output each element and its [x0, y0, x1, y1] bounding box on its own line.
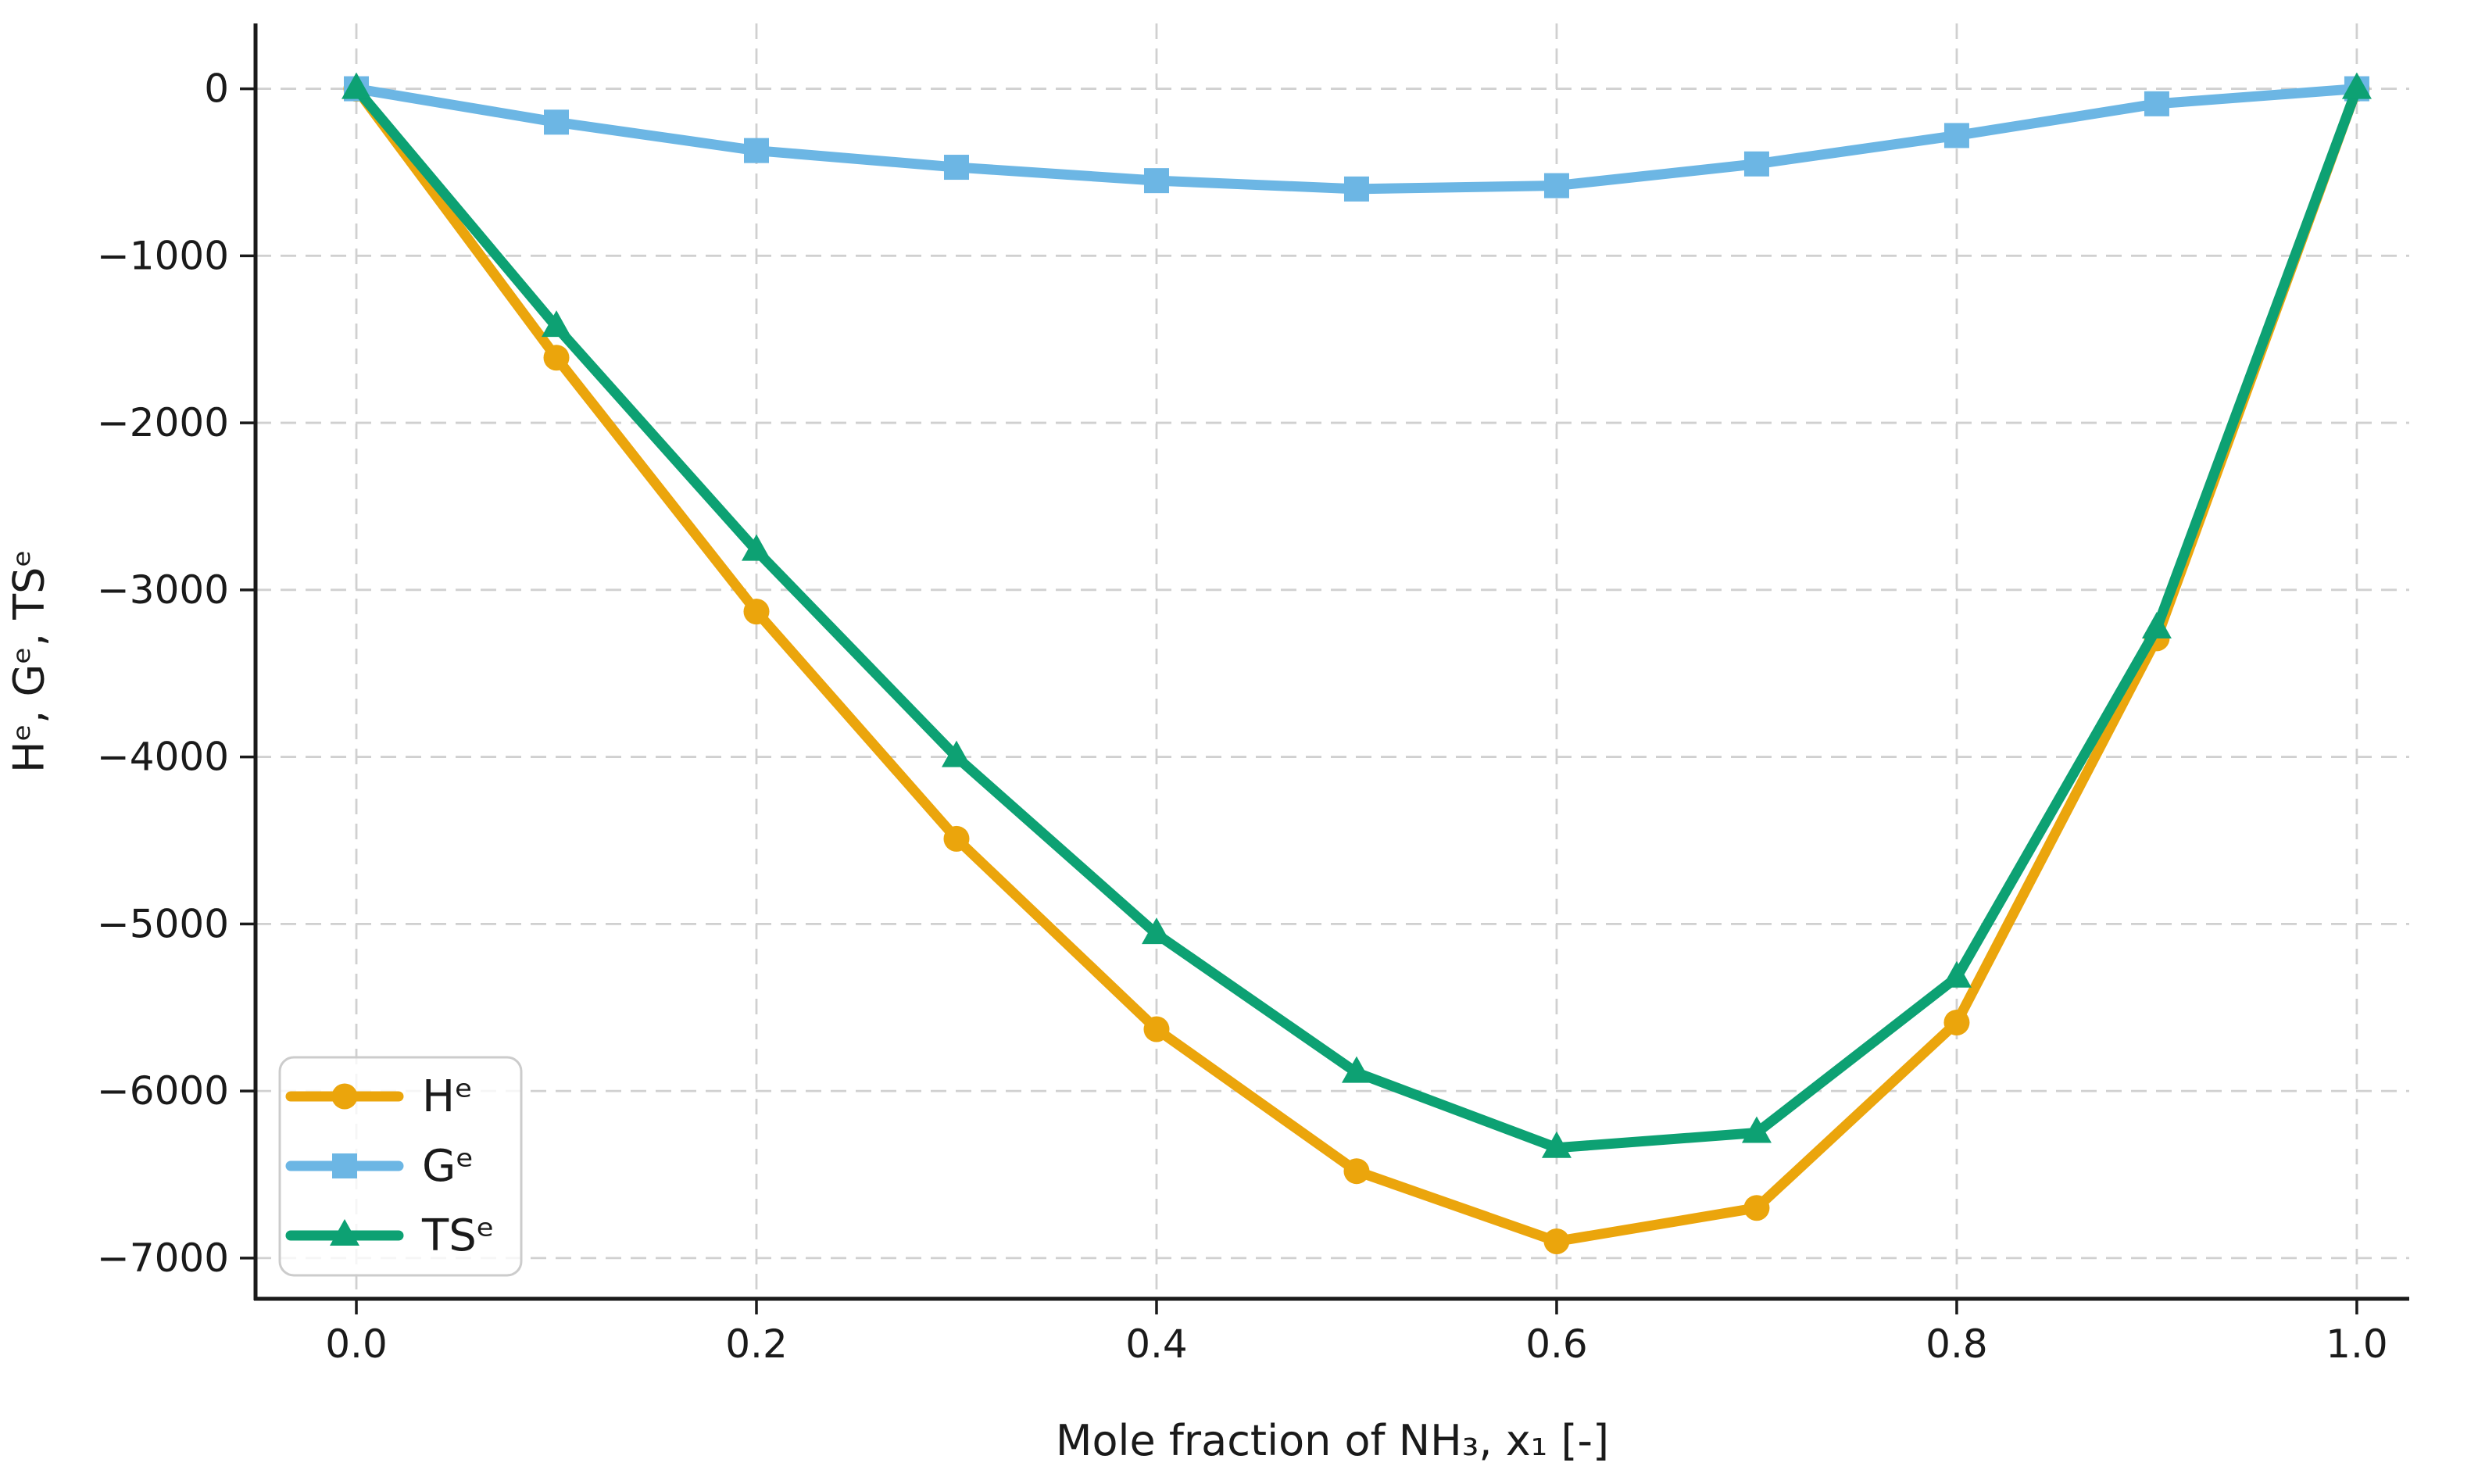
series-tse-marker	[341, 72, 372, 99]
series-tse-marker	[742, 534, 772, 561]
x-tick-label: 0.4	[1125, 1321, 1188, 1367]
series-he-marker	[743, 599, 770, 625]
y-tick-label: −1000	[97, 233, 229, 278]
series-tse-line	[351, 84, 2362, 1153]
series-ge-line	[351, 84, 2362, 195]
series-he-marker	[943, 825, 970, 852]
y-tick-label: 0	[204, 66, 229, 112]
y-tick-label: −3000	[97, 567, 229, 613]
series-he-marker	[1343, 1158, 1370, 1185]
series-he-marker	[1743, 1195, 1770, 1221]
series-ge-marker	[1143, 168, 1169, 194]
y-tick-label: −5000	[97, 901, 229, 946]
series-ge-marker	[943, 155, 969, 181]
x-tick-label: 0.8	[1926, 1321, 1988, 1367]
y-tick-label: −2000	[97, 400, 229, 445]
series-ge-marker	[744, 138, 770, 163]
series-he-marker	[1143, 1016, 1170, 1042]
y-axis-label: Hᵉ, Gᵉ, TSᵉ	[4, 549, 54, 773]
y-tick-label: −4000	[97, 735, 229, 780]
y-tick-label: −6000	[97, 1068, 229, 1114]
x-axis-label: Mole fraction of NH₃, x₁ [-]	[1055, 1416, 1610, 1465]
x-tick-label: 0.0	[325, 1321, 388, 1367]
series-he-marker	[1543, 1228, 1570, 1254]
series-ge-marker	[2144, 91, 2169, 116]
legend-item-ge-label: Gᵉ	[422, 1141, 474, 1192]
series-ge-marker	[1543, 173, 1569, 198]
series-tse-marker	[2141, 611, 2172, 638]
series-tse-marker	[1741, 1116, 1772, 1143]
series-tse-marker	[2341, 72, 2372, 99]
legend-item-tse-label: TSᵉ	[421, 1210, 495, 1261]
series-tse-marker	[1941, 960, 1972, 988]
series-tse-marker	[1141, 917, 1171, 945]
series-he-marker	[1943, 1009, 1970, 1035]
x-tick-label: 1.0	[2326, 1321, 2388, 1367]
legend-item-tse-marker	[330, 1219, 359, 1246]
y-tick-label: −7000	[97, 1235, 229, 1281]
x-tick-label: 0.2	[725, 1321, 788, 1367]
legend-item-ge-marker	[332, 1153, 357, 1178]
legend-item-he-marker	[331, 1083, 358, 1110]
series-ge-marker	[1343, 176, 1369, 202]
series-he-marker	[543, 345, 570, 371]
legend-item-he-label: Hᵉ	[422, 1071, 473, 1122]
series-ge-marker	[1743, 151, 1769, 177]
series-tse-marker	[1341, 1056, 1371, 1083]
x-tick-label: 0.6	[1525, 1321, 1588, 1367]
series-ge-marker	[1943, 123, 1969, 148]
series-tse-marker	[1541, 1131, 1572, 1158]
series-tse-marker	[542, 310, 572, 338]
series-ge-marker	[544, 109, 570, 135]
series-tse-marker	[941, 740, 971, 767]
